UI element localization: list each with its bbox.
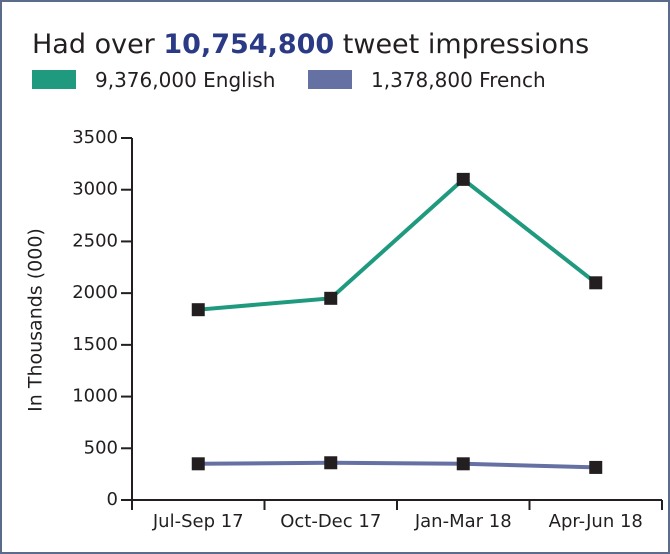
data-point: [191, 303, 205, 317]
series-line: [198, 176, 597, 312]
y-axis-label: In Thousands (000): [25, 228, 47, 412]
legend-name: English: [203, 68, 275, 92]
title-number: 10,754,800: [163, 29, 334, 60]
data-point: [456, 457, 470, 471]
y-tick-label: 1500: [72, 334, 118, 355]
title-text: tweet impressions: [343, 29, 589, 60]
y-tick-label: 3000: [72, 179, 118, 200]
legend-total: 1,378,800: [371, 68, 473, 92]
y-tick-label: 3500: [72, 127, 118, 148]
legend-label: 9,376,000 English: [95, 68, 275, 92]
y-tick-label: 2000: [72, 282, 118, 303]
x-tick-label: Jan-Mar 18: [414, 511, 512, 532]
data-point: [324, 456, 338, 470]
x-tick-label: Jul-Sep 17: [152, 511, 244, 532]
x-tick-label: Oct-Dec 17: [280, 511, 381, 532]
legend-label: 1,378,800 French: [371, 68, 546, 92]
y-tick-label: 1000: [72, 386, 118, 407]
legend-name: French: [479, 68, 545, 92]
y-tick-label: 0: [107, 489, 118, 510]
data-point: [456, 172, 470, 186]
y-tick-label: 2500: [72, 230, 118, 251]
data-point: [191, 457, 205, 471]
title-text: Had over: [32, 29, 156, 60]
y-tick-label: 500: [84, 437, 118, 458]
legend-swatch: [32, 70, 76, 89]
series-line: [198, 460, 596, 470]
legend-swatch: [308, 70, 352, 89]
chart-title: Had over 10,754,800 tweet impressions: [32, 29, 589, 60]
data-point: [324, 291, 338, 305]
legend-total: 9,376,000: [95, 68, 197, 92]
data-point: [589, 276, 603, 290]
x-tick-label: Apr-Jun 18: [549, 511, 643, 532]
data-point: [589, 460, 603, 474]
